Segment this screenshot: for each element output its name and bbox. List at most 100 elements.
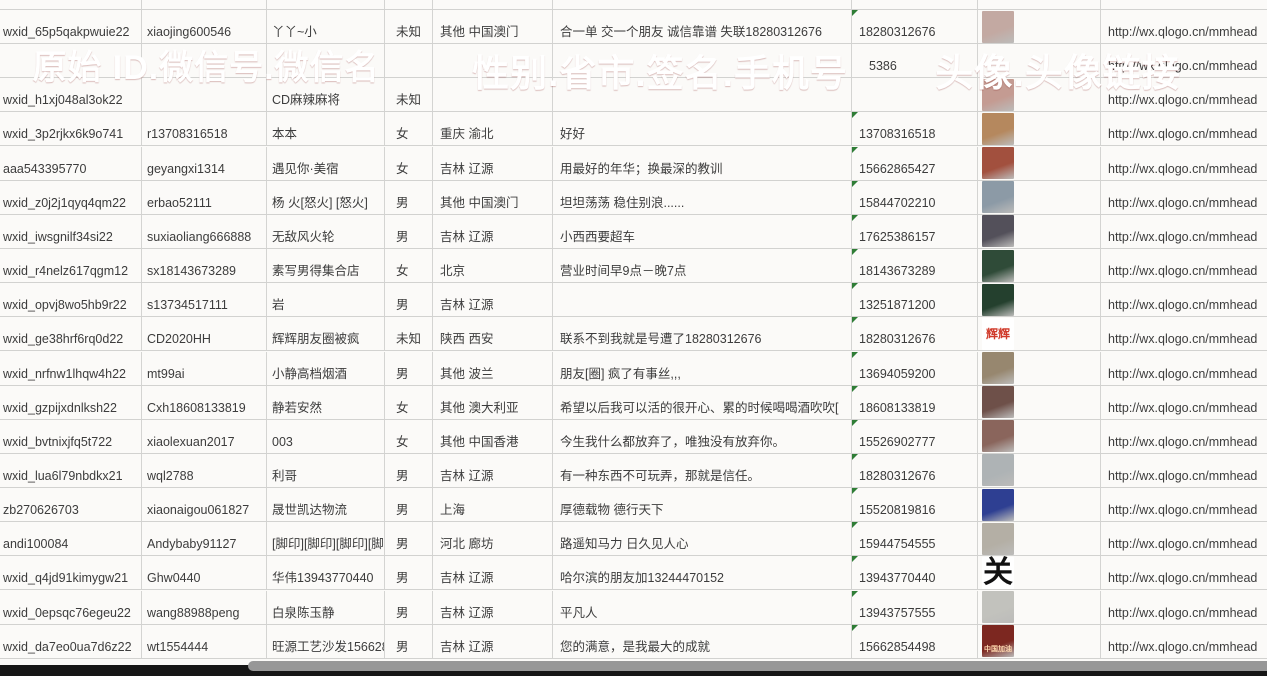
signature-cell[interactable]: 您的满意，是我最大的成就	[553, 624, 852, 658]
region-cell[interactable]: 河北 廊坊	[433, 522, 553, 556]
phone-cell[interactable]: 18280312676	[852, 453, 978, 487]
signature-cell[interactable]	[553, 283, 852, 317]
region-cell[interactable]: 其他 中国澳门	[433, 10, 553, 43]
avatar-cell[interactable]	[978, 385, 1101, 419]
wechat-name-cell[interactable]: CD麻辣麻将	[267, 78, 385, 112]
avatar-link-cell[interactable]: http://wx.qlogo.cn/mmhead	[1108, 25, 1258, 39]
avatar-link-cell[interactable]: http://wx.qlogo.cn/mmhead	[1108, 571, 1258, 586]
avatar-link-cell[interactable]: http://wx.qlogo.cn/mmhead	[1108, 127, 1258, 142]
region-cell[interactable]: 吉林 辽源	[433, 624, 553, 658]
gender-cell[interactable]: 女	[385, 249, 433, 283]
region-cell[interactable]: 吉林 辽源	[433, 214, 553, 248]
gender-cell[interactable]: 男	[385, 283, 433, 317]
phone-cell[interactable]: 15844702210	[852, 180, 978, 214]
avatar-cell[interactable]	[978, 488, 1101, 522]
region-cell[interactable]: 吉林 辽源	[433, 146, 553, 180]
region-cell[interactable]: 吉林 辽源	[433, 590, 553, 624]
wechat-id-cell[interactable]: wt1554444	[142, 624, 267, 658]
gender-cell[interactable]: 女	[385, 112, 433, 146]
wxid-cell[interactable]: wxid_q4jd91kimygw21	[0, 556, 142, 590]
region-cell[interactable]: 陕西 西安	[433, 317, 553, 351]
wechat-name-cell[interactable]	[267, 44, 385, 78]
signature-cell[interactable]: 朋友[圈] 疯了有事丝,,,	[553, 351, 852, 385]
signature-cell[interactable]	[553, 44, 852, 78]
wechat-id-cell[interactable]: Ghw0440	[142, 556, 267, 590]
avatar-link-cell[interactable]: http://wx.qlogo.cn/mmhead	[1108, 503, 1258, 518]
signature-cell[interactable]: 联系不到我就是号遭了18280312676	[553, 317, 852, 351]
avatar-link-cell[interactable]: http://wx.qlogo.cn/mmhead	[1108, 332, 1258, 347]
gender-cell[interactable]: 女	[385, 419, 433, 453]
phone-cell[interactable]: 17625386157	[852, 214, 978, 248]
phone-cell[interactable]: 13943770440	[852, 556, 978, 590]
region-cell[interactable]: 其他 中国澳门	[433, 180, 553, 214]
signature-cell[interactable]	[553, 0, 852, 9]
avatar-cell[interactable]	[978, 590, 1101, 624]
wxid-cell[interactable]: wxid_gzpijxdnlksh22	[0, 385, 142, 419]
avatar-cell[interactable]	[978, 351, 1101, 385]
wechat-name-cell[interactable]	[267, 0, 385, 9]
gender-cell[interactable]: 女	[385, 385, 433, 419]
phone-cell[interactable]: 15520819816	[852, 488, 978, 522]
phone-cell[interactable]	[852, 0, 978, 9]
wechat-id-cell[interactable]: suxiaoliang666888	[142, 214, 267, 248]
phone-cell[interactable]: 18280312676	[852, 10, 978, 43]
avatar-link-cell[interactable]: http://wx.qlogo.cn/mmhead	[1108, 639, 1258, 654]
avatar-link-cell[interactable]: http://wx.qlogo.cn/mmhead	[1108, 93, 1258, 108]
signature-cell[interactable]: 厚德载物 德行天下	[553, 488, 852, 522]
gender-cell[interactable]: 未知	[385, 78, 433, 112]
wxid-cell[interactable]: wxid_da7eo0ua7d6z22	[0, 624, 142, 658]
wxid-cell[interactable]: wxid_h1xj048al3ok22	[0, 78, 142, 112]
wxid-cell[interactable]: zb270626703	[0, 488, 142, 522]
wechat-id-cell[interactable]: erbao52111	[142, 180, 267, 214]
phone-cell[interactable]: 13943757555	[852, 590, 978, 624]
region-cell[interactable]: 重庆 渝北	[433, 112, 553, 146]
wechat-id-cell[interactable]: CD2020HH	[142, 317, 267, 351]
gender-cell[interactable]: 女	[385, 146, 433, 180]
wxid-cell[interactable]: wxid_ge38hrf6rq0d22	[0, 317, 142, 351]
wxid-cell[interactable]	[0, 0, 142, 9]
gender-cell[interactable]: 男	[385, 488, 433, 522]
avatar-cell[interactable]	[978, 78, 1101, 112]
wechat-name-cell[interactable]: 素写男得集合店	[267, 249, 385, 283]
region-cell[interactable]	[433, 78, 553, 112]
wxid-cell[interactable]: wxid_65p5qakpwuie22	[0, 10, 142, 43]
avatar-cell[interactable]	[978, 214, 1101, 248]
avatar-link-cell[interactable]: http://wx.qlogo.cn/mmhead	[1108, 229, 1258, 244]
avatar-cell[interactable]	[978, 522, 1101, 556]
avatar-link-cell[interactable]: http://wx.qlogo.cn/mmhead	[1108, 264, 1258, 279]
wxid-cell[interactable]: wxid_nrfnw1lhqw4h22	[0, 351, 142, 385]
avatar-cell[interactable]	[978, 283, 1101, 317]
avatar-cell[interactable]	[978, 249, 1101, 283]
wxid-cell[interactable]: wxid_0epsqc76egeu22	[0, 590, 142, 624]
signature-cell[interactable]: 小西西要超车	[553, 214, 852, 248]
gender-cell[interactable]: 男	[385, 351, 433, 385]
region-cell[interactable]: 吉林 辽源	[433, 453, 553, 487]
wechat-name-cell[interactable]: 晟世凯达物流	[267, 488, 385, 522]
wechat-id-cell[interactable]: Cxh18608133819	[142, 385, 267, 419]
avatar-link-cell[interactable]: http://wx.qlogo.cn/mmhead	[1108, 366, 1258, 381]
wechat-id-cell[interactable]: sx18143673289	[142, 249, 267, 283]
wechat-id-cell[interactable]	[142, 0, 267, 9]
avatar-link-cell[interactable]: http://wx.qlogo.cn/mmhead	[1108, 400, 1258, 415]
wechat-id-cell[interactable]: wql2788	[142, 453, 267, 487]
avatar-cell[interactable]	[978, 112, 1101, 146]
gender-cell[interactable]: 男	[385, 556, 433, 590]
gender-cell[interactable]: 男	[385, 453, 433, 487]
avatar-cell[interactable]	[978, 44, 1101, 78]
wxid-cell[interactable]: aaa543395770	[0, 146, 142, 180]
gender-cell[interactable]	[385, 44, 433, 78]
region-cell[interactable]	[433, 44, 553, 78]
avatar-cell[interactable]	[978, 453, 1101, 487]
avatar-link-cell[interactable]: http://wx.qlogo.cn/mmhead	[1108, 605, 1258, 620]
signature-cell[interactable]: 坦坦荡荡 稳住别浪......	[553, 180, 852, 214]
avatar-cell[interactable]: 辉辉	[978, 317, 1101, 351]
signature-cell[interactable]: 今生我什么都放弃了，唯独没有放弃你。	[553, 419, 852, 453]
phone-cell[interactable]: 13251871200	[852, 283, 978, 317]
wechat-id-cell[interactable]	[142, 44, 267, 78]
wxid-cell[interactable]	[0, 44, 142, 78]
region-cell[interactable]: 上海	[433, 488, 553, 522]
phone-cell[interactable]: 15526902777	[852, 419, 978, 453]
wxid-cell[interactable]: wxid_opvj8wo5hb9r22	[0, 283, 142, 317]
region-cell[interactable]: 吉林 辽源	[433, 556, 553, 590]
wxid-cell[interactable]: wxid_iwsgnilf34si22	[0, 214, 142, 248]
